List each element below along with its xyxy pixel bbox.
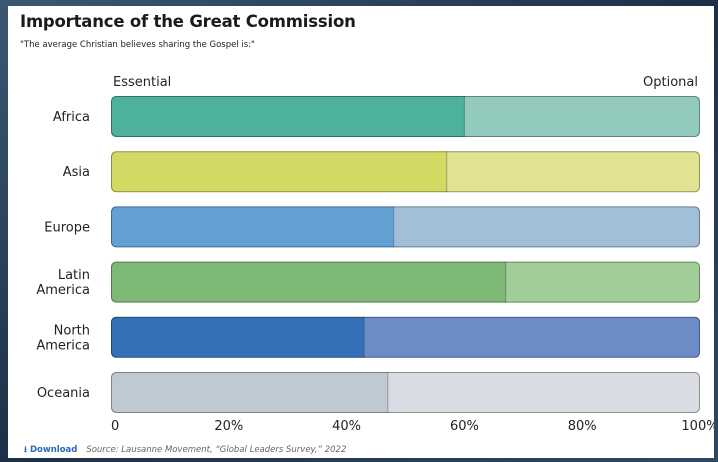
download-icon: ⭳ bbox=[24, 445, 27, 455]
bar-essential-4 bbox=[111, 316, 365, 358]
bar-essential-3 bbox=[111, 261, 506, 303]
chart-card: Importance of the Great Commission "The … bbox=[8, 6, 714, 458]
x-tick-label-3: 60% bbox=[450, 419, 479, 434]
x-tick-label-2: 40% bbox=[332, 419, 361, 434]
bar-outline-1 bbox=[111, 151, 700, 193]
x-tick-label-0: 0 bbox=[111, 419, 119, 434]
footer: ⭳ Download Source: Lausanne Movement, “Gl… bbox=[24, 444, 346, 458]
bar-outline-4 bbox=[111, 316, 700, 358]
bar-outline-2 bbox=[111, 206, 700, 248]
bar-outline-3 bbox=[111, 261, 700, 303]
bar-optional-1 bbox=[446, 151, 700, 193]
category-label-5: Oceania bbox=[37, 386, 90, 401]
scale-label-essential: Essential bbox=[113, 75, 171, 90]
bar-essential-1 bbox=[111, 151, 447, 193]
category-label-3: Latin America bbox=[36, 268, 90, 298]
bar-outline-5 bbox=[111, 372, 700, 413]
chart-title: Importance of the Great Commission bbox=[20, 12, 356, 31]
bar-essential-2 bbox=[111, 206, 394, 248]
x-tick-label-4: 80% bbox=[568, 419, 597, 434]
bar-optional-4 bbox=[364, 316, 700, 358]
bar-optional-2 bbox=[393, 206, 700, 248]
category-label-1: Asia bbox=[63, 165, 90, 180]
x-tick-label-5: 100% bbox=[681, 419, 714, 434]
category-label-2: Europe bbox=[44, 220, 90, 235]
bar-outline-0 bbox=[111, 96, 700, 137]
download-label: Download bbox=[29, 445, 78, 455]
category-label-4: North America bbox=[36, 323, 90, 353]
category-label-0: Africa bbox=[53, 110, 90, 125]
bar-essential-0 bbox=[111, 96, 465, 137]
bar-chart: Essential Optional Africa Asia Europe Latin Am… bbox=[36, 75, 714, 434]
bar-optional-3 bbox=[505, 261, 700, 303]
chart-subtitle: "The average Christian believes sharing … bbox=[20, 40, 255, 50]
source-note: Source: Lausanne Movement, “Global Leade… bbox=[86, 445, 347, 455]
bar-optional-0 bbox=[464, 96, 700, 137]
x-tick-label-1: 20% bbox=[214, 419, 243, 434]
bar-essential-5 bbox=[111, 372, 388, 413]
bar-optional-5 bbox=[387, 372, 700, 413]
download-link[interactable]: ⭳ Download bbox=[24, 445, 80, 455]
scale-label-optional: Optional bbox=[643, 75, 698, 90]
